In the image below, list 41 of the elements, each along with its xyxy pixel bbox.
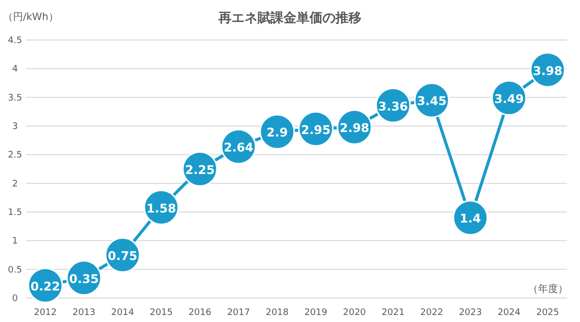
y-tick-label: 3 [12, 122, 18, 132]
x-tick-label: 2013 [72, 308, 96, 318]
data-label: 2.25 [185, 163, 215, 177]
data-label: 3.49 [494, 92, 524, 106]
y-tick-label: 2.5 [8, 150, 22, 161]
data-label: 1.58 [146, 201, 176, 216]
y-tick-label: 3.5 [8, 93, 22, 104]
x-tick-label: 2012 [34, 308, 57, 318]
x-axis-title: （年度） [528, 283, 568, 295]
x-tick-label: 2020 [343, 308, 366, 318]
x-tick-label: 2016 [188, 308, 212, 318]
data-label: 3.45 [416, 94, 447, 108]
data-label: 2.9 [266, 126, 288, 140]
data-label: 0.35 [69, 272, 99, 286]
data-label: 0.75 [108, 249, 138, 263]
data-label: 1.4 [460, 212, 482, 226]
y-tick-label: 0.5 [8, 265, 22, 276]
y-tick-label: 4.5 [8, 36, 22, 46]
data-label: 0.22 [30, 279, 60, 294]
x-tick-label: 2019 [304, 308, 328, 318]
chart-title: 再エネ賦課金単価の推移 [218, 10, 362, 26]
y-axis-title: （円/kWh） [3, 12, 58, 23]
x-tick-label: 2021 [382, 308, 405, 318]
y-tick-label: 1.5 [8, 208, 22, 218]
data-label: 2.98 [340, 121, 370, 136]
x-tick-label: 2015 [150, 308, 173, 318]
x-tick-label: 2018 [266, 308, 289, 318]
y-tick-label: 0 [12, 294, 18, 304]
x-tick-label: 2024 [498, 308, 521, 318]
x-tick-label: 2014 [111, 308, 134, 318]
y-tick-label: 4 [12, 64, 18, 75]
x-tick-label: 2025 [536, 308, 560, 318]
data-label: 2.64 [224, 140, 254, 155]
x-tick-label: 2023 [458, 308, 482, 318]
x-tick-label: 2017 [227, 308, 250, 318]
data-label: 3.98 [532, 64, 562, 78]
data-label: 3.36 [378, 99, 408, 114]
y-tick-label: 1 [12, 236, 18, 247]
x-tick-label: 2022 [420, 308, 444, 318]
data-label: 2.95 [301, 122, 331, 137]
y-tick-label: 2 [12, 179, 18, 190]
